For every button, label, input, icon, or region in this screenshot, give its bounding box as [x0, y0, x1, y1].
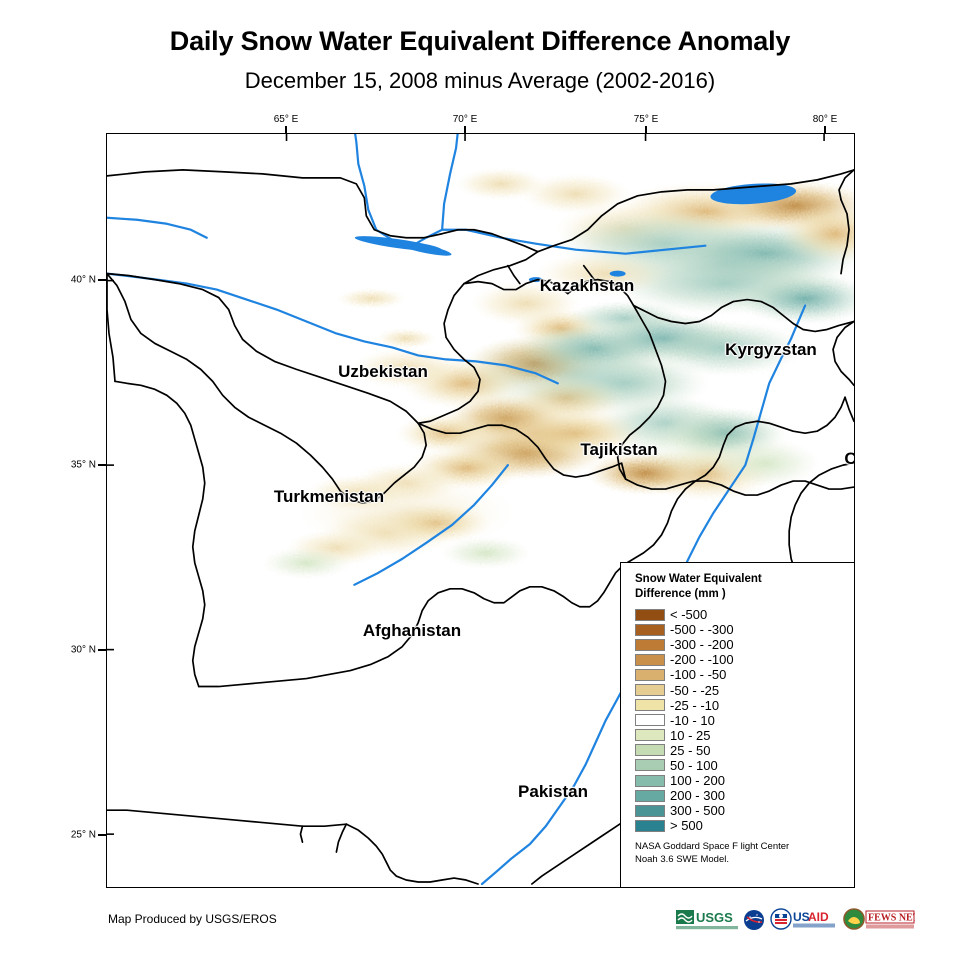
svg-text:USGS: USGS	[696, 910, 733, 925]
legend-swatch-2	[635, 638, 665, 651]
lat-label-3: 25° N	[70, 829, 96, 841]
usgs-logo[interactable]: USGS	[676, 908, 738, 932]
legend-note: NASA Goddard Space F light Center Noah 3…	[635, 841, 854, 866]
page-subtitle: December 15, 2008 minus Average (2002-20…	[244, 68, 716, 93]
lon-tick-2	[645, 126, 647, 134]
legend-row: < -500	[635, 607, 854, 622]
graticule-ticks	[107, 134, 825, 835]
legend-row: -100 - -50	[635, 667, 854, 682]
legend-title: Snow Water Equivalent Difference (mm )	[635, 572, 854, 602]
legend-row: -300 - -200	[635, 637, 854, 652]
map-credit: Map Produced by USGS/EROS	[108, 912, 277, 926]
legend-label-4: -100 - -50	[670, 667, 727, 683]
lat-label-1: 35° N	[70, 459, 96, 471]
legend-label-1: -500 - -300	[670, 622, 734, 638]
legend-row: > 500	[635, 818, 854, 833]
legend-row: 25 - 50	[635, 743, 854, 758]
legend-label-2: -300 - -200	[670, 637, 734, 653]
legend-swatch-4	[635, 668, 665, 681]
lon-label-2: 75° E	[633, 114, 659, 125]
page-title: Daily Snow Water Equivalent Difference A…	[169, 26, 791, 56]
legend-row: 50 - 100	[635, 758, 854, 773]
legend-swatch-1	[635, 623, 665, 636]
legend-label-5: -50 - -25	[670, 682, 720, 698]
svg-text:FEWS NET: FEWS NET	[868, 913, 915, 924]
lat-tick-0	[98, 279, 106, 281]
legend-swatch-6	[635, 699, 665, 712]
legend-row: 100 - 200	[635, 773, 854, 788]
legend-swatch-8	[635, 729, 665, 742]
legend-panel[interactable]: Snow Water Equivalent Difference (mm ) <…	[620, 562, 855, 888]
partner-logos: USGS US AID FEWS NET	[676, 908, 915, 932]
legend-swatch-13	[635, 804, 665, 817]
lon-tick-1	[464, 126, 466, 134]
lon-label-1: 70° E	[452, 114, 478, 125]
usaid-logo[interactable]: US AID	[770, 908, 838, 932]
legend-entries: < -500 -500 - -300 -300 - -200 -200 - -100-…	[635, 607, 854, 833]
legend-row: 200 - 300	[635, 788, 854, 803]
lon-tick-0	[285, 126, 287, 134]
legend-swatch-3	[635, 653, 665, 666]
legend-swatch-11	[635, 774, 665, 787]
legend-row: 10 - 25	[635, 728, 854, 743]
lon-label-3: 80° E	[812, 114, 838, 125]
lat-tick-1	[98, 464, 106, 466]
legend-label-9: 25 - 50	[670, 742, 711, 758]
legend-label-6: -25 - -10	[670, 697, 720, 713]
svg-text:US: US	[793, 910, 810, 924]
legend-label-3: -200 - -100	[670, 652, 734, 668]
lat-label-2: 30° N	[70, 644, 96, 656]
legend-label-7: -10 - 10	[670, 712, 715, 728]
swe-speckle-layer	[296, 218, 854, 551]
lat-tick-2	[98, 649, 106, 651]
lat-label-0: 40° N	[70, 274, 96, 286]
legend-label-0: < -500	[670, 607, 708, 623]
legend-row: -50 - -25	[635, 682, 854, 697]
legend-title-line1: Snow Water Equivalent	[635, 573, 762, 585]
legend-swatch-14	[635, 819, 665, 832]
legend-swatch-0	[635, 608, 665, 621]
legend-label-14: > 500	[670, 818, 703, 834]
legend-row: -200 - -100	[635, 652, 854, 667]
svg-text:AID: AID	[808, 910, 829, 924]
lon-tick-3	[824, 126, 826, 134]
legend-swatch-5	[635, 684, 665, 697]
lon-label-0: 65° E	[273, 114, 299, 125]
legend-note-line1: NASA Goddard Space F light Center	[635, 841, 790, 853]
legend-swatch-12	[635, 789, 665, 802]
legend-row: 300 - 500	[635, 803, 854, 818]
legend-label-10: 50 - 100	[670, 757, 718, 773]
lat-tick-3	[98, 834, 106, 836]
legend-note-line2: Noah 3.6 SWE Model.	[635, 853, 729, 865]
legend-title-line2: Difference (mm )	[635, 588, 726, 600]
legend-row: -25 - -10	[635, 698, 854, 713]
nasa-logo[interactable]	[743, 909, 765, 931]
fewsnet-logo[interactable]: FEWS NET	[843, 908, 915, 932]
legend-label-13: 300 - 500	[670, 803, 725, 819]
legend-swatch-7	[635, 714, 665, 727]
legend-label-8: 10 - 25	[670, 727, 711, 743]
legend-swatch-9	[635, 744, 665, 757]
legend-row: -10 - 10	[635, 713, 854, 728]
legend-label-11: 100 - 200	[670, 773, 725, 789]
legend-row: -500 - -300	[635, 622, 854, 637]
legend-swatch-10	[635, 759, 665, 772]
legend-label-12: 200 - 300	[670, 788, 725, 804]
